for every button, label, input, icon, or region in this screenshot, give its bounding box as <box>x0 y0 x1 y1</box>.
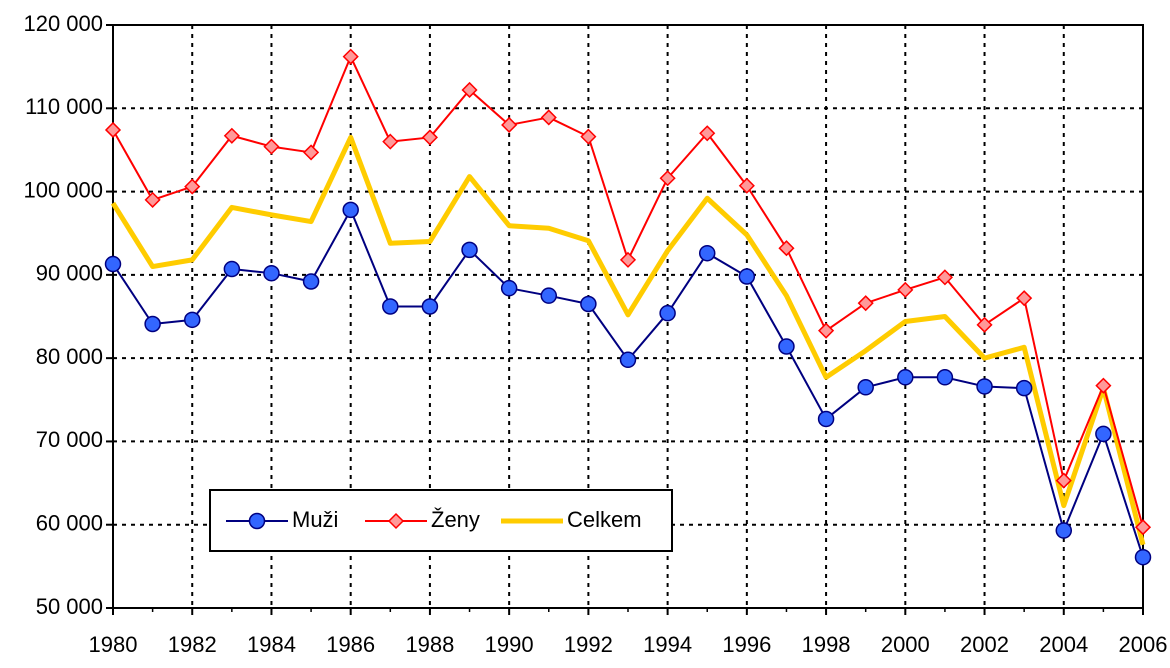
marker <box>302 273 320 290</box>
marker <box>382 298 399 315</box>
x-tick-label: 2000 <box>881 632 930 657</box>
marker <box>818 322 835 339</box>
marker <box>659 170 676 187</box>
marker <box>580 295 597 313</box>
marker <box>659 304 676 322</box>
legend: Muži Ženy Celkem <box>209 489 673 552</box>
marker <box>857 379 874 396</box>
marker <box>1095 425 1112 443</box>
marker <box>619 251 637 268</box>
legend-marker <box>248 512 266 530</box>
marker <box>540 287 558 304</box>
legend-marker <box>387 512 405 530</box>
marker <box>263 264 280 282</box>
y-tick-label: 70 000 <box>36 427 103 452</box>
marker <box>183 311 201 329</box>
series-line <box>112 55 1144 528</box>
marker <box>421 298 439 315</box>
marker <box>540 109 557 126</box>
marker <box>778 240 795 257</box>
marker <box>104 121 122 139</box>
y-tick-label: 50 000 <box>36 594 103 619</box>
x-tick-label: 2006 <box>1119 632 1168 657</box>
marker <box>1134 548 1152 566</box>
y-tick-label: 60 000 <box>36 511 103 536</box>
x-tick-label: 1990 <box>485 632 534 657</box>
marker <box>778 338 795 355</box>
marker <box>1055 522 1073 539</box>
legend-label: Ženy <box>431 507 480 532</box>
marker <box>976 378 993 395</box>
legend-label: Muži <box>292 507 338 532</box>
marker <box>263 138 280 155</box>
marker <box>223 260 241 278</box>
marker <box>976 316 993 333</box>
marker <box>936 269 953 286</box>
marker <box>421 129 438 146</box>
marker <box>461 81 478 99</box>
x-tick-label: 1986 <box>326 632 375 657</box>
marker <box>382 133 399 150</box>
marker <box>144 315 161 333</box>
marker <box>1016 290 1033 307</box>
x-tick-label: 1982 <box>168 632 217 657</box>
y-tick-label: 90 000 <box>36 261 103 286</box>
marker <box>1095 377 1112 394</box>
marker <box>699 125 716 142</box>
x-tick-label: 2004 <box>1039 632 1088 657</box>
marker <box>501 116 518 134</box>
marker <box>461 241 478 259</box>
marker <box>342 48 359 65</box>
marker <box>1015 379 1033 397</box>
marker <box>1134 519 1152 536</box>
marker <box>184 178 201 195</box>
marker <box>897 369 914 386</box>
x-tick-label: 1996 <box>722 632 771 657</box>
marker <box>303 144 320 161</box>
y-tick-label: 100 000 <box>23 177 103 202</box>
marker <box>817 410 835 428</box>
marker <box>738 268 756 285</box>
marker <box>580 128 597 145</box>
marker <box>897 281 914 298</box>
marker <box>698 244 716 262</box>
x-tick-label: 1992 <box>564 632 613 657</box>
x-tick-label: 2002 <box>960 632 1009 657</box>
series-line <box>110 134 1146 546</box>
marker <box>857 295 874 312</box>
marker <box>342 201 359 219</box>
marker <box>223 127 240 144</box>
marker <box>619 351 637 369</box>
x-tick-label: 1998 <box>802 632 851 657</box>
x-tick-label: 1984 <box>247 632 296 657</box>
marker <box>500 279 518 297</box>
y-tick-label: 80 000 <box>36 344 103 369</box>
x-tick-label: 1980 <box>89 632 138 657</box>
marker <box>1055 472 1072 489</box>
legend-label: Celkem <box>567 507 642 532</box>
x-tick-label: 1988 <box>405 632 454 657</box>
marker <box>936 369 954 386</box>
marker <box>144 191 161 208</box>
marker <box>738 177 755 194</box>
y-tick-label: 110 000 <box>25 94 103 119</box>
marker <box>104 255 122 273</box>
y-tick-label: 120 000 <box>23 11 103 36</box>
plot-frame <box>112 24 1144 609</box>
x-tick-label: 1994 <box>643 632 692 657</box>
